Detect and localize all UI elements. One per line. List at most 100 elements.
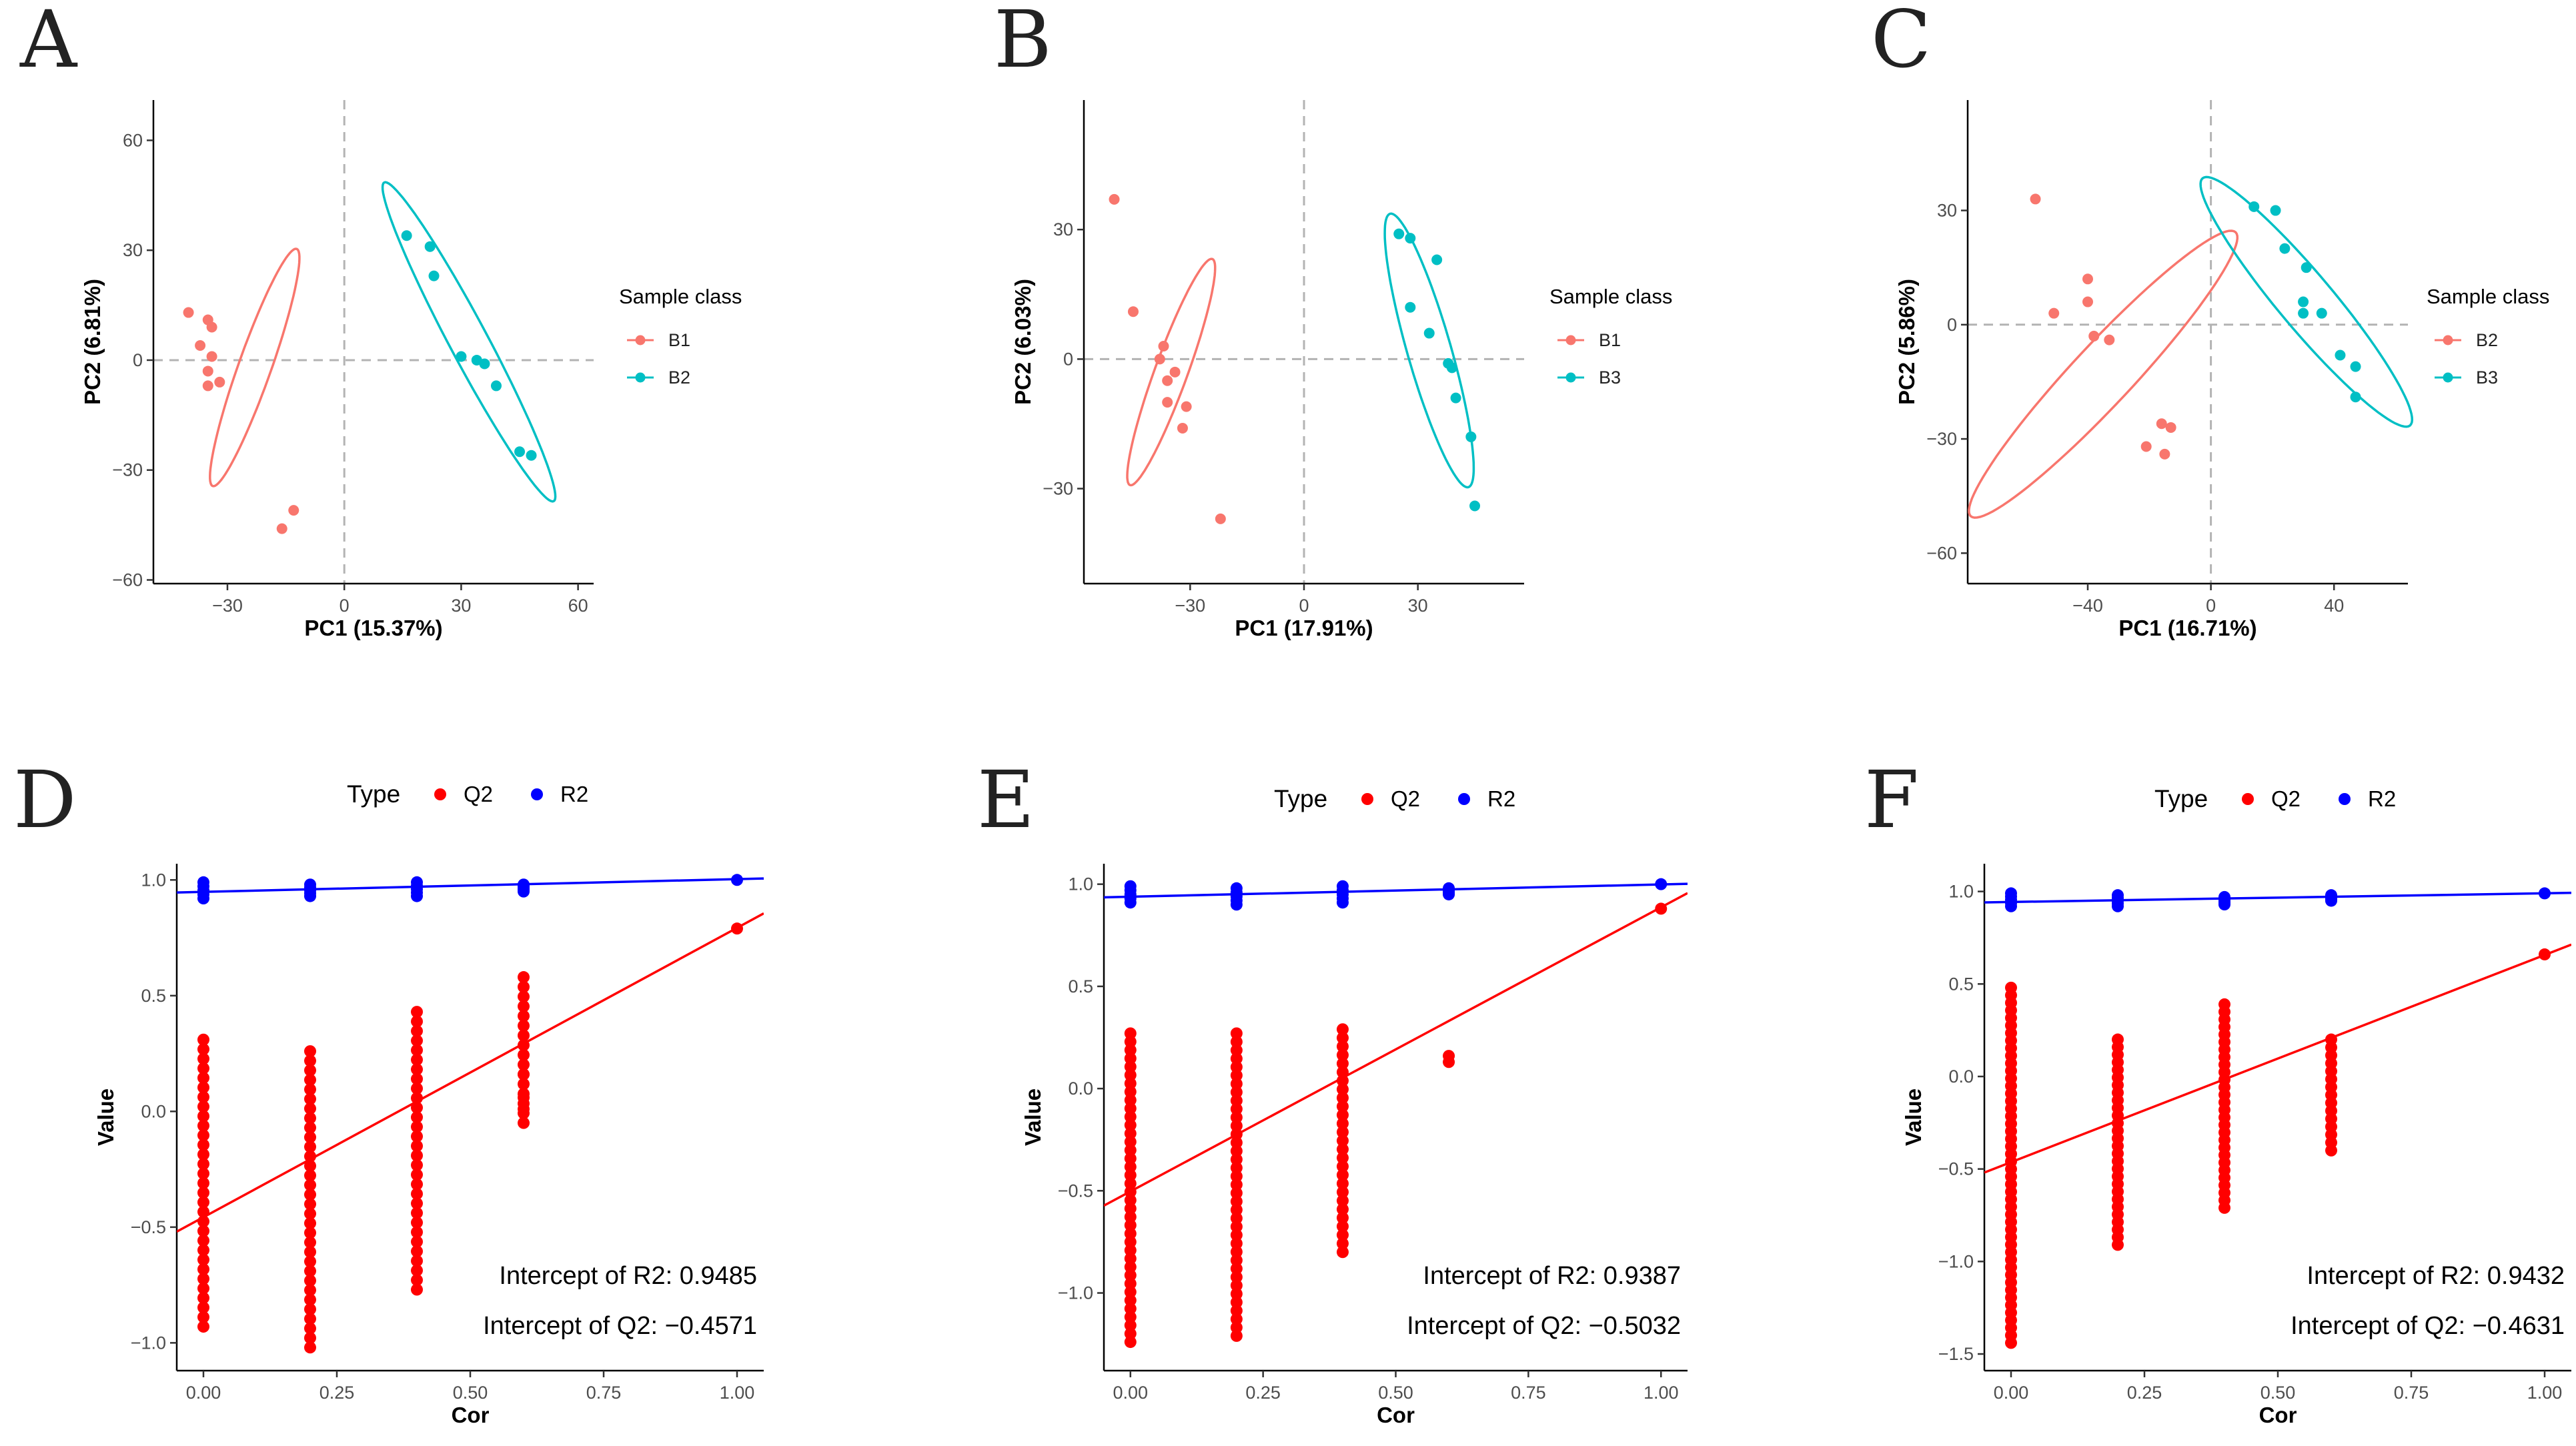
q2-point [1124,1277,1137,1290]
q2-point [1230,1296,1243,1309]
q2-point [197,1311,209,1323]
q2-point [197,1043,209,1056]
q2-point [197,1091,209,1103]
x-tick-label: −30 [1175,596,1205,616]
q2-point [1124,1135,1137,1148]
q2-point [197,1273,209,1285]
q2-point [304,1236,316,1249]
x-tick-label: 0.00 [1113,1383,1148,1403]
q2-point [1336,1023,1349,1036]
point-b2 [401,230,412,241]
q2-point [1336,1100,1349,1113]
q2-point [411,1207,423,1219]
q2-point [1230,1313,1243,1325]
point-b2 [424,241,436,252]
x-tick-label: 30 [1408,596,1428,616]
q2-point [197,1301,209,1314]
y-tick-label: 0.5 [141,986,166,1006]
r2-point [304,878,316,891]
confidence-ellipse-b2 [1968,229,2239,519]
q2-point [304,1131,316,1144]
q2-point [1230,1221,1243,1233]
q2-point [1230,1271,1243,1283]
legend-key-point [1565,335,1576,345]
q2-point [1230,1305,1243,1317]
point-b1 [1169,366,1181,378]
q2-point [411,1034,423,1047]
point-b1 [1158,340,1169,351]
point-b1 [1162,375,1173,386]
x-tick-label: 0.25 [1245,1383,1281,1403]
confidence-ellipse-b1 [209,247,301,488]
q2-point [1443,1050,1455,1062]
q2-point [518,1117,530,1129]
q2-point [304,1198,316,1211]
y-axis-title: PC2 (5.86%) [1894,279,1919,405]
confidence-ellipse-b3 [1383,212,1475,489]
point-b1 [1177,422,1188,434]
q2-point [1336,1220,1349,1233]
point-b3 [2335,349,2346,361]
q2-point [1230,1095,1243,1107]
q2-point [1336,1057,1349,1070]
q2-point [518,1058,530,1071]
q2-point [197,1110,209,1123]
q2-point [411,1169,423,1181]
q2-point [197,1139,209,1151]
q2-point [1124,1294,1137,1307]
r2-point [197,876,209,888]
panel-f: F 0.00 0.25 0.50 0.75 1.00 −1.5 −1.0 −0.5 0.0 0.5 1… [1864,754,2571,1427]
legend-label: Q2 [1391,786,1420,811]
point-b1 [202,380,213,392]
q2-point [304,1141,316,1153]
q2-point [1124,1202,1137,1215]
x-tick-label: 0 [1299,596,1309,616]
y-tick-label: 0 [1063,349,1073,369]
q2-point [197,1253,209,1266]
y-tick-label: −0.5 [1938,1159,1974,1179]
y-tick-label: 30 [1937,201,1957,221]
legend-label: B1 [1599,330,1621,350]
legend-label: B3 [1599,368,1621,388]
legend-key-point [434,788,446,800]
y-tick-label: 60 [123,130,143,150]
x-tick-label: 0.25 [2127,1383,2162,1403]
q2-point [1230,1086,1243,1099]
q2-point [411,1063,423,1076]
q2-point [411,1053,423,1066]
y-tick-label: 30 [1053,219,1073,239]
q2-point [1124,1236,1137,1249]
q2-point [1124,1094,1137,1107]
q2-point [411,1006,423,1018]
q2-point [518,971,530,984]
panel-c: C −40 0 40 −60 −30 0 30 PC1 (16.71%) PC2 (5.86%) B… [1871,0,2549,640]
point-b1 [1215,513,1226,524]
point-b3 [2301,262,2312,273]
q2-point [1124,1085,1137,1098]
q2-point [1336,1169,1349,1181]
legend-label: Q2 [2271,786,2301,811]
q2-point [197,1062,209,1074]
x-tick-label: 1.00 [1644,1383,1679,1403]
r2-point [1336,880,1349,892]
q2-point [518,990,530,1003]
q2-regression-line [1984,943,2571,1174]
y-tick-label: −60 [1926,543,1957,563]
legend-key-point [2242,793,2254,805]
q2-point [1124,1068,1137,1081]
q2-point [304,1045,316,1058]
q2-point [197,1158,209,1171]
q2-point [1230,1212,1243,1225]
q2-point [1336,1237,1349,1250]
q2-point [411,1217,423,1229]
q2-point [518,1039,530,1052]
q2-point [1124,1253,1137,1265]
intercept-q2-annotation: Intercept of Q2: −0.4571 [483,1312,757,1340]
q2-point [518,1091,530,1104]
q2-point [1124,1211,1137,1223]
point-b2 [428,270,440,281]
q2-point [304,1093,316,1105]
q2-point [197,1282,209,1295]
q2-point [1230,1044,1243,1056]
y-tick-label: −1.0 [1938,1251,1974,1271]
